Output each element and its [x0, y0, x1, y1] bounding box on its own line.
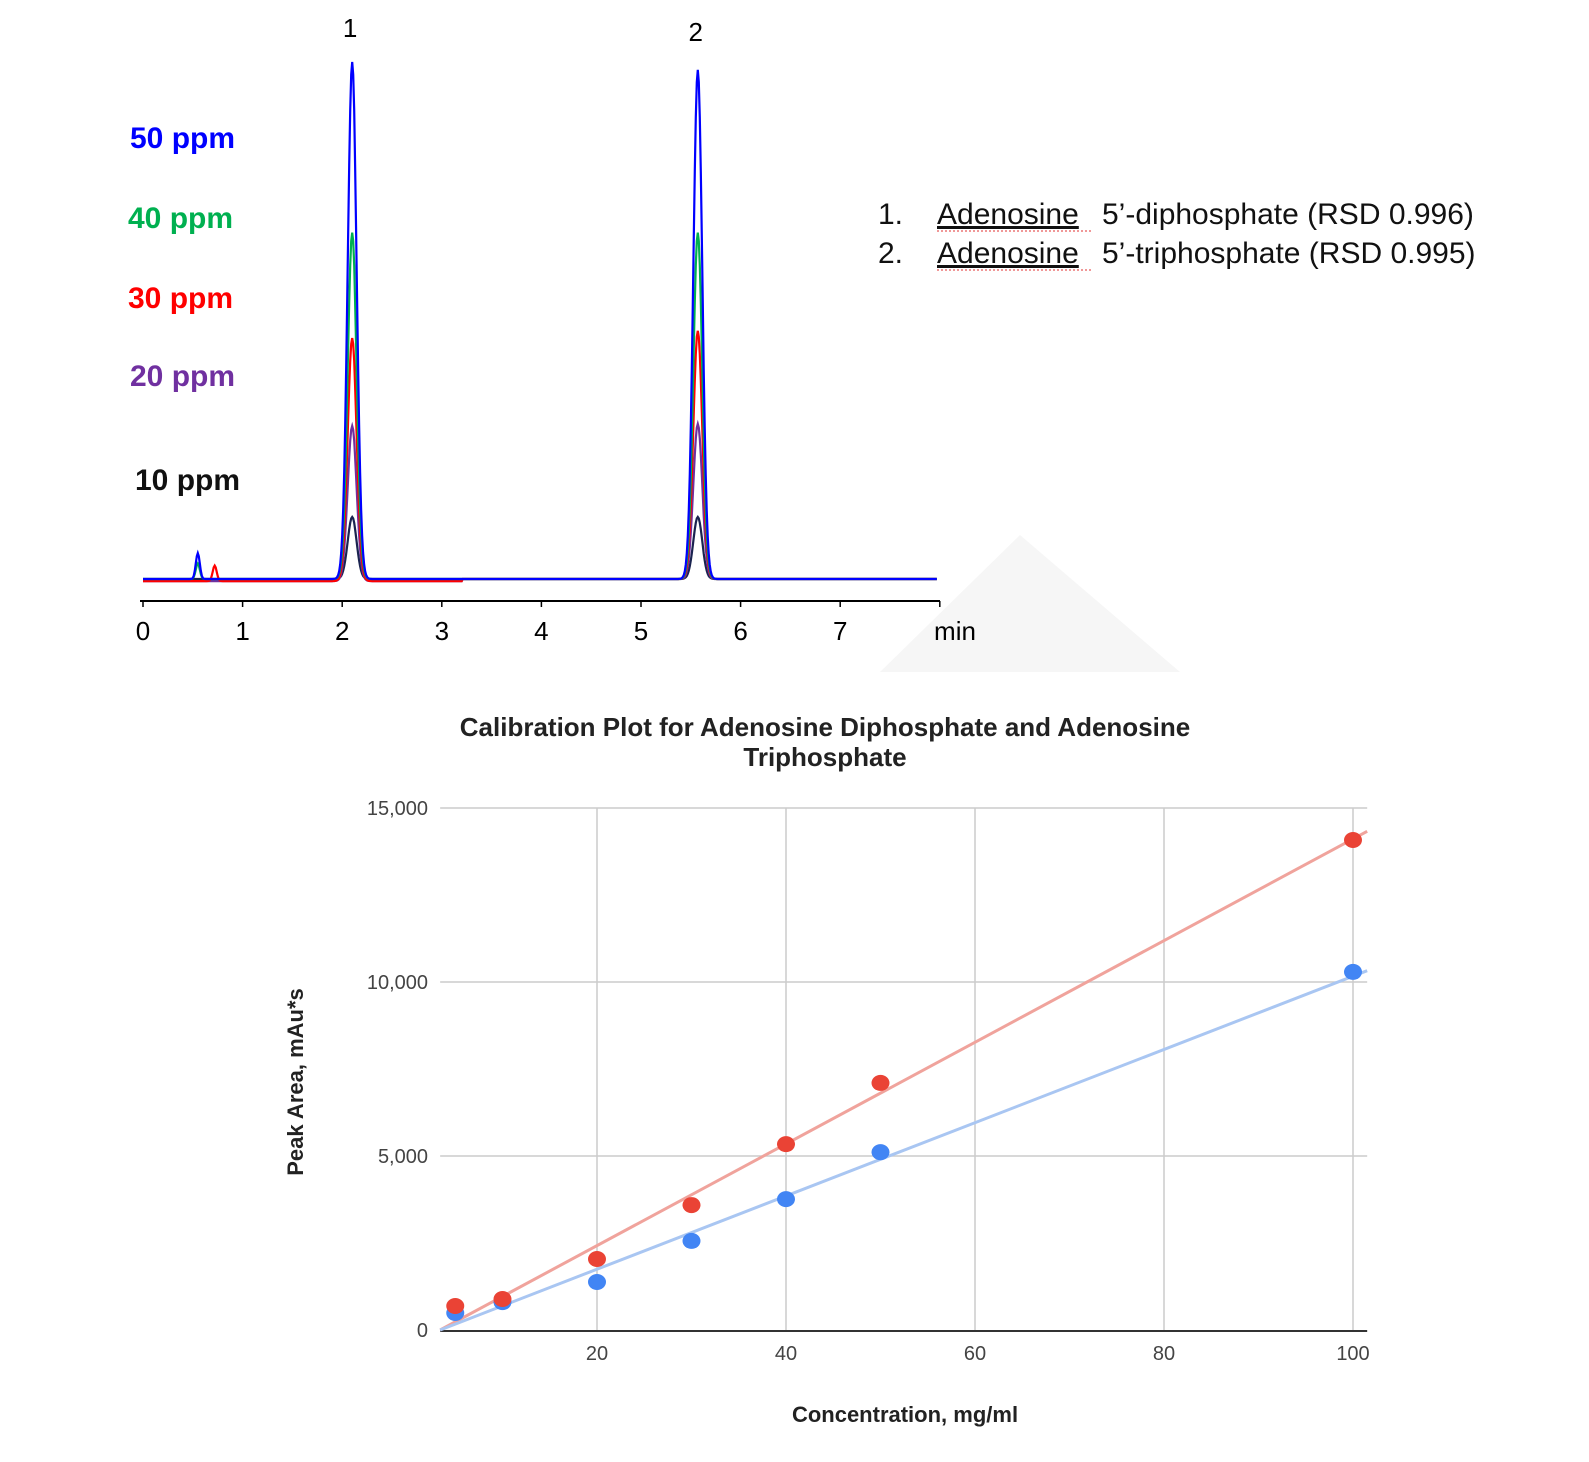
x-tick-label: 5	[634, 616, 648, 646]
legend-compound: Adenosine	[937, 237, 1079, 270]
trace-20-ppm	[143, 419, 937, 583]
data-point	[1344, 832, 1362, 849]
x-tick-label: 2	[335, 616, 349, 646]
concentration-label: 50 ppm	[130, 122, 235, 155]
trace-50-ppm	[143, 61, 937, 581]
x-tick-label: 6	[733, 616, 747, 646]
trace-40-ppm	[143, 232, 937, 581]
peak-label: 2	[689, 17, 703, 47]
legend-text: 5’-diphosphate (RSD 0.996)	[1102, 198, 1474, 231]
data-point	[588, 1273, 606, 1290]
x-tick-label: 60	[964, 1343, 986, 1365]
x-tick-label: 3	[435, 616, 449, 646]
data-point	[588, 1251, 606, 1268]
trendline	[439, 830, 1368, 1332]
y-tick-label: 0	[417, 1320, 428, 1342]
x-axis-label: min	[934, 616, 976, 646]
y-tick-label: 5,000	[378, 1146, 428, 1168]
data-point	[446, 1297, 465, 1314]
chromatogram: 0 1 2 3 4 5 6 7 min 1 2 50 ppm 40 ppm 30 ppm 20 ppm 10 …	[128, 13, 1476, 646]
peak-label: 1	[343, 13, 357, 43]
x-tick-label: 40	[775, 1343, 797, 1365]
x-tick-label: 20	[586, 1343, 608, 1365]
concentration-label: 10 ppm	[135, 464, 240, 497]
data-point	[493, 1291, 512, 1308]
watermark	[880, 535, 1180, 672]
x-tick-label: 0	[136, 616, 150, 646]
chart-title-line2: Triphosphate	[743, 742, 906, 772]
legend-number: 2.	[878, 237, 903, 270]
calibration-plot: 0 5,000 10,000 15,000 20 40 60 80 100 Calibration…	[283, 712, 1370, 1427]
chart-title: Calibration Plot for Adenosine Diphospha…	[460, 712, 1190, 742]
legend-compound: Adenosine	[937, 198, 1079, 231]
concentration-label: 30 ppm	[128, 282, 233, 315]
trendline	[439, 969, 1368, 1332]
y-tick-label: 15,000	[367, 798, 428, 820]
x-axis-title: Concentration, mg/ml	[792, 1402, 1018, 1427]
legend-text: 5’-triphosphate (RSD 0.995)	[1102, 237, 1476, 270]
data-point	[871, 1144, 890, 1161]
x-tick-label: 7	[833, 616, 847, 646]
y-axis-title: Peak Area, mAu*s	[283, 988, 308, 1176]
x-tick-label: 80	[1153, 1343, 1175, 1365]
data-point	[682, 1232, 701, 1249]
data-point	[682, 1197, 701, 1214]
data-point	[871, 1074, 890, 1091]
y-tick-label: 10,000	[367, 972, 428, 994]
concentration-label: 40 ppm	[128, 202, 233, 235]
x-tick-label: 1	[235, 616, 249, 646]
data-point	[777, 1191, 795, 1208]
data-point	[1344, 963, 1362, 980]
data-point	[777, 1136, 795, 1153]
x-tick-label: 100	[1336, 1343, 1369, 1365]
trace-30-ppm	[143, 330, 937, 583]
x-tick-label: 4	[534, 616, 548, 646]
trace-10-ppm	[143, 515, 937, 581]
legend-number: 1.	[878, 198, 903, 231]
concentration-label: 20 ppm	[130, 360, 235, 393]
